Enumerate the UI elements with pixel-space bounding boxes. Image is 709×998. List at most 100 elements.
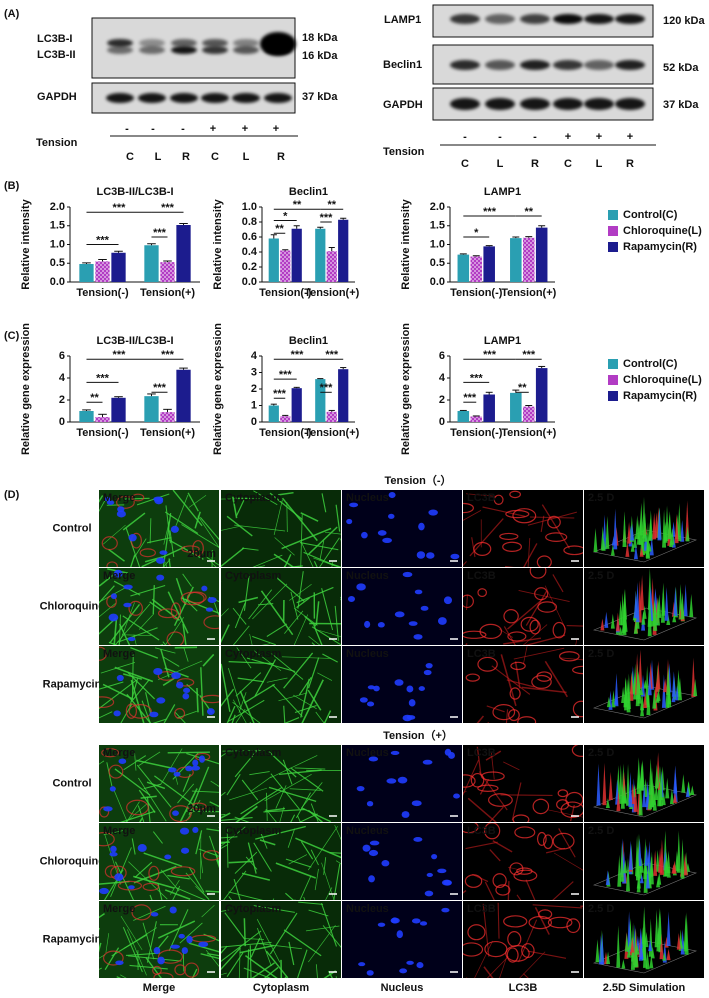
cell-tag: Nucleus	[346, 648, 389, 660]
fiber	[281, 656, 332, 659]
blob	[176, 678, 195, 687]
cell-tag: Nucleus	[346, 570, 389, 582]
spike	[673, 765, 678, 794]
nucleus	[114, 873, 124, 881]
nucleus	[406, 685, 414, 693]
nucleus	[366, 800, 374, 807]
fiber	[221, 663, 231, 712]
row-label: Chloroquine	[40, 855, 105, 867]
spike	[663, 521, 668, 543]
cell-tag: Cytoplasm	[225, 492, 281, 504]
spike	[685, 786, 690, 798]
fiber	[199, 517, 219, 541]
fiber	[325, 887, 333, 900]
fiber	[513, 647, 565, 660]
row-label: Rapamycin	[43, 678, 102, 690]
fiber	[521, 686, 567, 694]
blob	[463, 630, 487, 639]
nucleus	[437, 868, 447, 874]
x-tick-label: Tension(-)	[450, 427, 503, 439]
lane-label: R	[531, 158, 539, 170]
spike	[650, 771, 655, 808]
fiber	[105, 933, 110, 953]
fiber	[263, 966, 279, 978]
fiber	[507, 597, 545, 630]
lane-label: R	[182, 151, 190, 163]
fiber	[253, 842, 272, 872]
fiber	[335, 976, 337, 978]
spike	[601, 537, 606, 551]
spike	[649, 851, 654, 885]
fiber	[154, 647, 176, 654]
spike	[627, 522, 632, 544]
fiber	[307, 657, 320, 689]
micrograph-content	[99, 823, 219, 900]
micrograph-content	[592, 568, 698, 641]
fiber	[269, 912, 298, 955]
nucleus	[362, 844, 371, 852]
y-tick-label: 4	[251, 350, 258, 362]
error-bar	[114, 250, 123, 253]
nucleus	[110, 593, 117, 600]
fiber	[315, 601, 320, 626]
blob	[513, 869, 538, 882]
cell-tag: Cytoplasm	[225, 903, 281, 915]
tension-sign: -	[498, 131, 502, 143]
fiber	[114, 603, 151, 645]
fiber	[226, 515, 253, 537]
fiber	[511, 782, 522, 821]
fiber	[229, 787, 268, 801]
fiber	[163, 520, 170, 545]
error-bar	[317, 226, 324, 229]
blob	[572, 665, 583, 675]
fiber	[273, 553, 294, 567]
fiber	[99, 679, 137, 710]
fiber	[175, 577, 187, 606]
y-tick-label: 0.4	[242, 246, 258, 258]
blob	[463, 594, 474, 609]
fiber	[127, 955, 182, 962]
spike	[656, 876, 661, 888]
y-tick-label: 0.0	[430, 276, 445, 288]
nucleus	[127, 636, 136, 642]
fiber	[138, 751, 161, 766]
blot-band	[107, 46, 133, 54]
nucleus	[118, 758, 127, 764]
fiber	[290, 814, 296, 822]
fiber	[540, 515, 545, 533]
fiber	[544, 660, 568, 698]
error-bar	[179, 223, 188, 225]
fiber	[235, 499, 245, 517]
fiber	[264, 773, 312, 802]
fiber	[208, 559, 217, 567]
blob	[492, 704, 516, 721]
fiber	[469, 518, 504, 557]
blob	[502, 541, 522, 552]
fiber	[505, 709, 509, 723]
fiber	[552, 881, 574, 900]
fiber	[296, 586, 334, 604]
fiber	[525, 879, 536, 900]
cell-tag: Merge	[103, 648, 135, 660]
fiber	[319, 537, 340, 567]
fiber	[160, 748, 183, 785]
spike	[649, 954, 654, 969]
bar	[95, 261, 110, 282]
nucleus	[164, 854, 172, 860]
fiber	[322, 653, 338, 663]
fiber	[113, 789, 128, 822]
tint	[99, 568, 219, 645]
y-tick-label: 1.0	[50, 238, 65, 250]
nucleus	[441, 907, 450, 913]
fiber	[317, 672, 333, 681]
nucleus	[366, 970, 374, 976]
fiber	[523, 973, 529, 978]
spike	[665, 777, 670, 799]
bar	[483, 246, 495, 282]
chart-title: LC3B-II/LC3B-I	[97, 335, 174, 347]
fiber	[282, 759, 293, 785]
nucleus	[179, 827, 190, 835]
spike	[672, 860, 677, 874]
nucleus	[153, 667, 163, 675]
fiber	[167, 874, 190, 880]
